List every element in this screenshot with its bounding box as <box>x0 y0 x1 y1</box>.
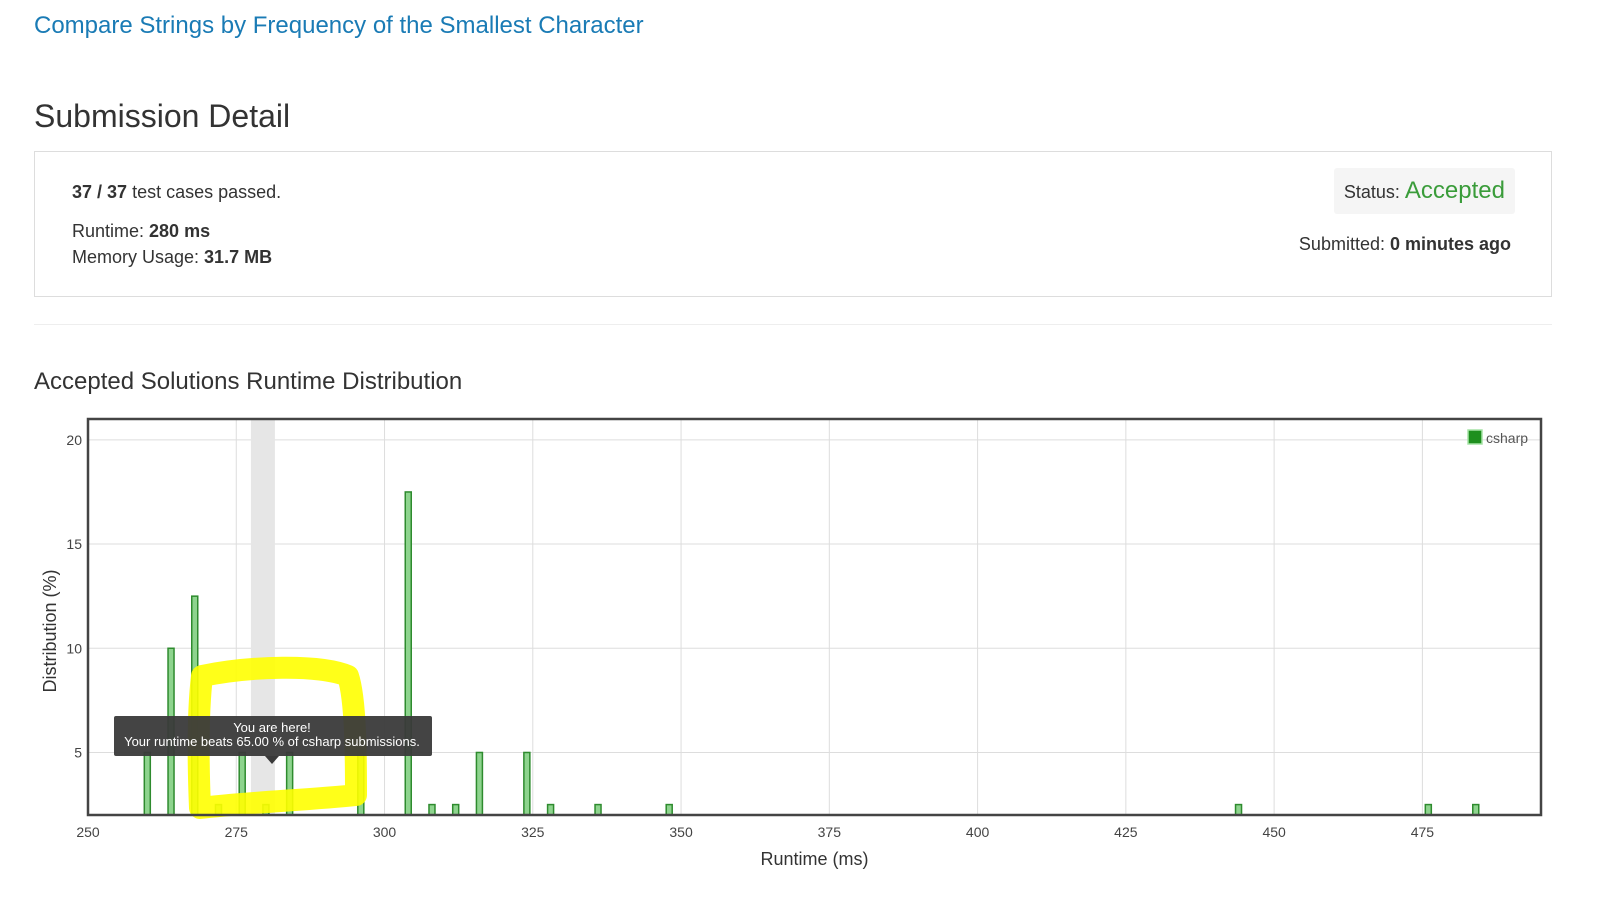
memory-value: 31.7 MB <box>204 247 273 267</box>
x-tick-label: 450 <box>1262 824 1286 840</box>
x-tick-label: 250 <box>76 824 100 840</box>
status-badge: Status: Accepted <box>1333 168 1515 214</box>
y-axis-label: Distribution (%) <box>40 569 60 692</box>
distribution-bar[interactable] <box>475 751 484 816</box>
distribution-bar[interactable] <box>428 803 436 816</box>
distribution-bar[interactable] <box>143 751 152 816</box>
submitted-value: 0 minutes ago <box>1389 234 1511 254</box>
distribution-bar[interactable] <box>523 751 531 816</box>
tooltip-line-1: You are here! <box>233 720 311 735</box>
legend-label[interactable]: csharp <box>1486 430 1528 446</box>
distribution-bar[interactable] <box>1234 803 1243 816</box>
x-tick-label: 375 <box>818 824 842 840</box>
x-tick-label: 325 <box>521 824 545 840</box>
your-runtime-band <box>250 420 275 814</box>
distribution-bar[interactable] <box>238 751 246 816</box>
yellow-highlight-marker <box>187 656 367 819</box>
distribution-bar[interactable] <box>285 751 294 816</box>
distribution-bar[interactable] <box>1424 803 1433 816</box>
submission-detail-panel: 37 / 37 test cases passed. Runtime: 280 … <box>34 151 1552 297</box>
x-tick-label: 425 <box>1114 824 1138 840</box>
y-tick-label: 15 <box>66 536 82 552</box>
tooltip-pointer <box>265 756 279 764</box>
plot-border <box>86 417 1543 817</box>
distribution-bar[interactable] <box>357 751 365 816</box>
distribution-bar[interactable] <box>191 595 199 816</box>
runtime-tooltip <box>114 716 432 756</box>
problem-title-link[interactable]: Compare Strings by Frequency of the Smal… <box>34 12 644 39</box>
memory-label: Memory Usage: <box>72 247 205 267</box>
distribution-bar[interactable] <box>262 803 270 816</box>
runtime-label: Runtime: <box>72 221 150 241</box>
runtime-value: 280 ms <box>149 221 211 241</box>
x-tick-label: 300 <box>373 824 397 840</box>
distribution-bar[interactable] <box>167 647 175 816</box>
distribution-bar[interactable] <box>1472 803 1480 816</box>
distribution-bar[interactable] <box>594 803 602 816</box>
plot-area <box>88 419 1541 815</box>
page-title: Submission Detail <box>34 98 291 134</box>
section-divider <box>34 324 1552 325</box>
y-tick-label: 10 <box>66 640 82 656</box>
tests-suffix: test cases passed. <box>127 182 282 202</box>
distribution-bar[interactable] <box>546 803 555 816</box>
memory-usage-result: Memory Usage: 31.7 MB <box>72 247 272 268</box>
y-tick-label: 20 <box>66 432 82 448</box>
tests-passed-count: 37 <box>72 182 93 202</box>
status-value[interactable]: Accepted <box>1404 177 1505 204</box>
distribution-bar[interactable] <box>665 803 673 816</box>
distribution-bar[interactable] <box>404 491 413 816</box>
x-tick-label: 350 <box>669 824 693 840</box>
x-axis-label: Runtime (ms) <box>760 849 868 869</box>
submitted-label: Submitted: <box>1298 234 1390 254</box>
test-cases-summary: 37 / 37 test cases passed. <box>72 182 281 203</box>
distribution-bar[interactable] <box>214 803 223 816</box>
distribution-title: Accepted Solutions Runtime Distribution <box>34 368 463 395</box>
x-tick-label: 275 <box>225 824 249 840</box>
distribution-bar[interactable] <box>451 803 460 816</box>
legend-swatch <box>1467 429 1483 445</box>
tests-total-count: 37 <box>107 182 128 202</box>
x-tick-label: 475 <box>1411 824 1435 840</box>
y-tick-label: 5 <box>74 744 82 760</box>
runtime-result: Runtime: 280 ms <box>72 221 210 242</box>
x-tick-label: 400 <box>966 824 990 840</box>
tests-separator: / <box>92 182 108 202</box>
submitted-time: Submitted: 0 minutes ago <box>1299 234 1511 255</box>
status-label: Status: <box>1343 182 1405 202</box>
